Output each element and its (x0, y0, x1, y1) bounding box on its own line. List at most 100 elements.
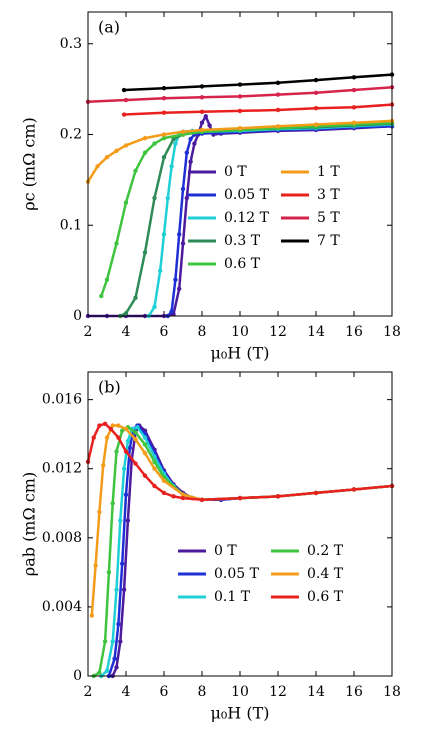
data-point (116, 621, 121, 627)
data-point (188, 159, 193, 164)
data-point (133, 437, 138, 442)
data-point (118, 639, 123, 644)
data-point (127, 445, 132, 451)
x-tick-label: 18 (383, 684, 401, 700)
data-point (97, 670, 102, 675)
x-tick-label: 14 (307, 684, 325, 700)
x-tick-label: 8 (198, 324, 207, 340)
y-tick-label: 0.1 (60, 217, 82, 233)
data-point (93, 563, 98, 568)
data-point (161, 110, 167, 115)
data-point (133, 430, 138, 435)
data-point (171, 494, 176, 499)
data-point (110, 423, 115, 428)
data-point (125, 518, 131, 523)
panel-label: (a) (98, 18, 120, 37)
data-point (351, 75, 357, 80)
data-point (171, 136, 176, 142)
data-point (165, 195, 170, 201)
series-line (124, 103, 393, 116)
data-point (108, 426, 114, 432)
data-point (133, 295, 138, 301)
legend-label: 0.12 T (224, 210, 270, 226)
data-point (95, 164, 100, 169)
data-point (89, 613, 95, 618)
data-point (91, 435, 96, 440)
data-point (114, 241, 119, 246)
data-point (104, 154, 110, 160)
data-point (173, 277, 178, 282)
data-point (104, 668, 110, 674)
data-point (184, 150, 189, 155)
legend-label: 0.4 T (307, 566, 344, 582)
data-point (123, 200, 129, 205)
legend-label: 3 T (317, 187, 340, 203)
y-tick-label: 0.008 (42, 530, 82, 546)
y-tick-label: 0.012 (42, 461, 82, 477)
data-point (237, 94, 243, 99)
data-point (351, 87, 357, 93)
data-point (199, 120, 205, 125)
legend-label: 0.2 T (307, 543, 344, 559)
data-point (121, 87, 127, 93)
x-tick-label: 2 (84, 684, 93, 700)
legend-label: 0.6 T (307, 589, 344, 605)
data-point (123, 449, 129, 454)
data-point (102, 421, 108, 427)
x-tick-label: 4 (122, 684, 131, 700)
x-tick-label: 14 (307, 324, 325, 340)
data-point (275, 92, 281, 97)
data-point (177, 232, 182, 237)
data-point (135, 425, 140, 430)
data-point (161, 135, 167, 141)
data-point (118, 518, 123, 523)
data-point (199, 127, 205, 133)
data-point (142, 250, 148, 255)
data-point (173, 141, 178, 146)
data-point (120, 561, 125, 566)
plot-frame (87, 11, 393, 317)
data-point (237, 108, 243, 114)
data-point (114, 587, 119, 592)
data-point (161, 154, 167, 160)
data-point (275, 80, 281, 85)
data-point (97, 423, 102, 428)
data-point (133, 461, 138, 466)
data-point (237, 82, 243, 87)
legend-label: 1 T (317, 164, 340, 180)
data-point (180, 241, 186, 246)
data-point (112, 656, 117, 661)
data-point (199, 95, 205, 100)
x-tick-label: 12 (269, 684, 287, 700)
y-tick-label: 0.004 (42, 599, 82, 615)
data-point (275, 124, 281, 129)
data-point (351, 105, 357, 110)
data-point (152, 483, 157, 489)
data-point (152, 466, 157, 471)
data-point (169, 309, 174, 314)
y-axis-label: ρc (mΩ cm) (20, 117, 39, 211)
panel-label: (b) (98, 378, 121, 397)
x-tick-label: 2 (84, 324, 93, 340)
data-point (180, 129, 186, 134)
data-point (142, 150, 148, 155)
legend-label: 0.05 T (224, 187, 270, 203)
legend-label: 5 T (317, 210, 340, 226)
legend-label: 0 T (214, 543, 237, 559)
data-point (192, 141, 197, 146)
data-point (152, 141, 157, 146)
data-point (180, 186, 186, 192)
data-point (161, 86, 167, 91)
x-axis-label: μ₀H (T) (210, 704, 269, 723)
data-point (152, 304, 157, 310)
x-tick-label: 10 (231, 684, 249, 700)
legend-label: 0.3 T (224, 233, 261, 249)
data-point (114, 449, 119, 454)
data-point (123, 492, 129, 497)
series-line (93, 425, 393, 678)
y-tick-label: 0.2 (60, 127, 82, 143)
data-point (152, 459, 157, 465)
x-tick-label: 6 (160, 324, 169, 340)
series-line (100, 425, 393, 677)
data-point (121, 112, 127, 117)
